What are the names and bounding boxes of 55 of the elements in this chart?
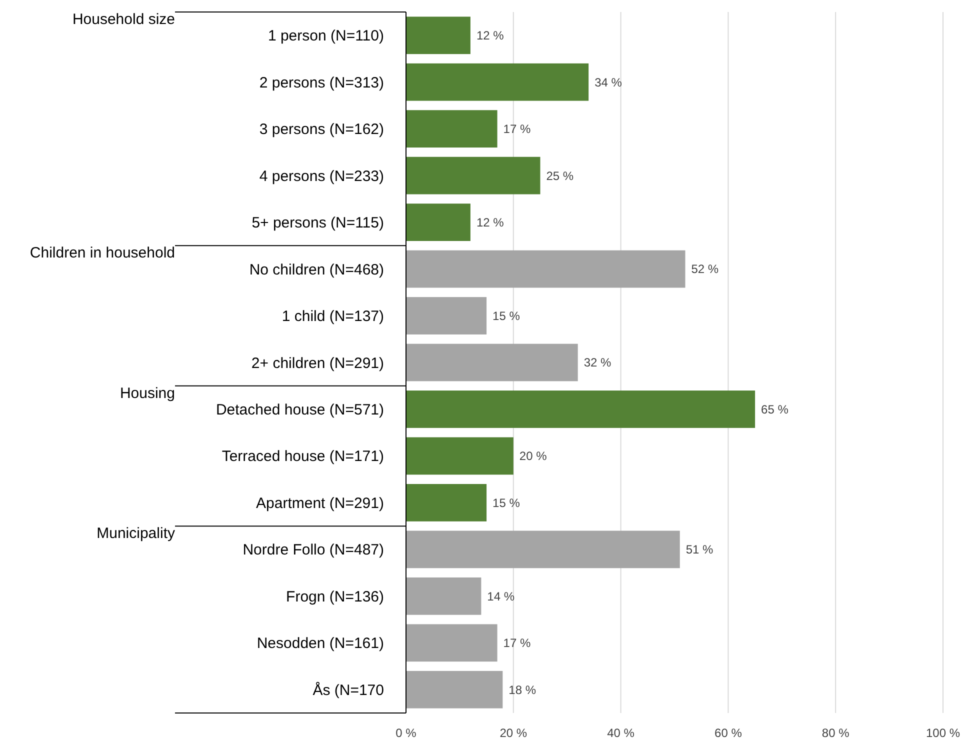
y-tick-label: 5+ persons (N=115): [252, 214, 384, 232]
text: Housing: [120, 384, 175, 402]
data-label: 65 %: [761, 402, 789, 416]
data-label: 12 %: [476, 28, 504, 43]
data-label: 17 %: [503, 122, 531, 136]
data-label: 18 %: [508, 682, 536, 697]
bar: [406, 624, 498, 662]
data-label: 32 %: [584, 356, 612, 370]
x-tick-label: 0 %: [396, 726, 417, 740]
bar: [406, 390, 756, 428]
bar: [406, 344, 578, 382]
y-tick-label: Terraced house (N=171): [222, 448, 384, 466]
data-label: 14 %: [487, 589, 515, 604]
y-tick-label: 1 person (N=110): [268, 28, 384, 45]
bar: [406, 297, 487, 334]
x-tick-label: 100 %: [926, 726, 960, 740]
bar: [406, 530, 680, 568]
y-tick-label: 3 persons (N=162): [259, 121, 384, 138]
y-tick-label: 4 persons (N=233): [259, 168, 384, 185]
data-label: 12 %: [476, 216, 504, 230]
x-tick-label: 20 %: [500, 726, 528, 740]
data-label: 15 %: [492, 308, 520, 323]
data-label: 34 %: [594, 75, 622, 90]
y-tick-label: Nesodden (N=161): [256, 635, 384, 652]
x-tick-label: 80 %: [822, 726, 850, 740]
data-label: 17 %: [503, 636, 531, 650]
data-label: 51 %: [686, 542, 714, 557]
y-tick-label: Nordre Follo (N=487): [242, 542, 384, 559]
bar: [406, 250, 686, 288]
bar: [406, 204, 470, 241]
data-label: 25 %: [546, 168, 574, 183]
y-tick-label: Ås (N=170: [312, 680, 384, 699]
bar: [406, 63, 589, 101]
bar: [406, 156, 540, 194]
bar: [406, 670, 503, 708]
bar: [406, 16, 470, 54]
bar: [406, 437, 514, 475]
y-tick-label: Detached house (N=571): [216, 401, 384, 418]
y-tick-label: 2 persons (N=313): [259, 74, 384, 92]
y-tick-label: 1 child (N=137): [282, 308, 384, 326]
x-tick-label: 40 %: [607, 726, 635, 740]
bar: [406, 577, 482, 615]
x-tick-label: 60 %: [714, 726, 742, 740]
data-label: 15 %: [492, 496, 520, 510]
data-label: 52 %: [691, 262, 719, 276]
y-tick-label: 2+ children (N=291): [251, 354, 384, 372]
data-label: 20 %: [519, 449, 548, 464]
y-tick-label: Apartment (N=291): [256, 494, 384, 512]
text: Municipality: [96, 525, 176, 542]
text: Children in household: [30, 244, 175, 262]
y-tick-label: No children (N=468): [249, 261, 384, 278]
bar: [406, 484, 487, 522]
text: Household size: [72, 11, 175, 28]
y-tick-label: Frogn (N=136): [286, 588, 384, 606]
bar: [406, 110, 498, 148]
